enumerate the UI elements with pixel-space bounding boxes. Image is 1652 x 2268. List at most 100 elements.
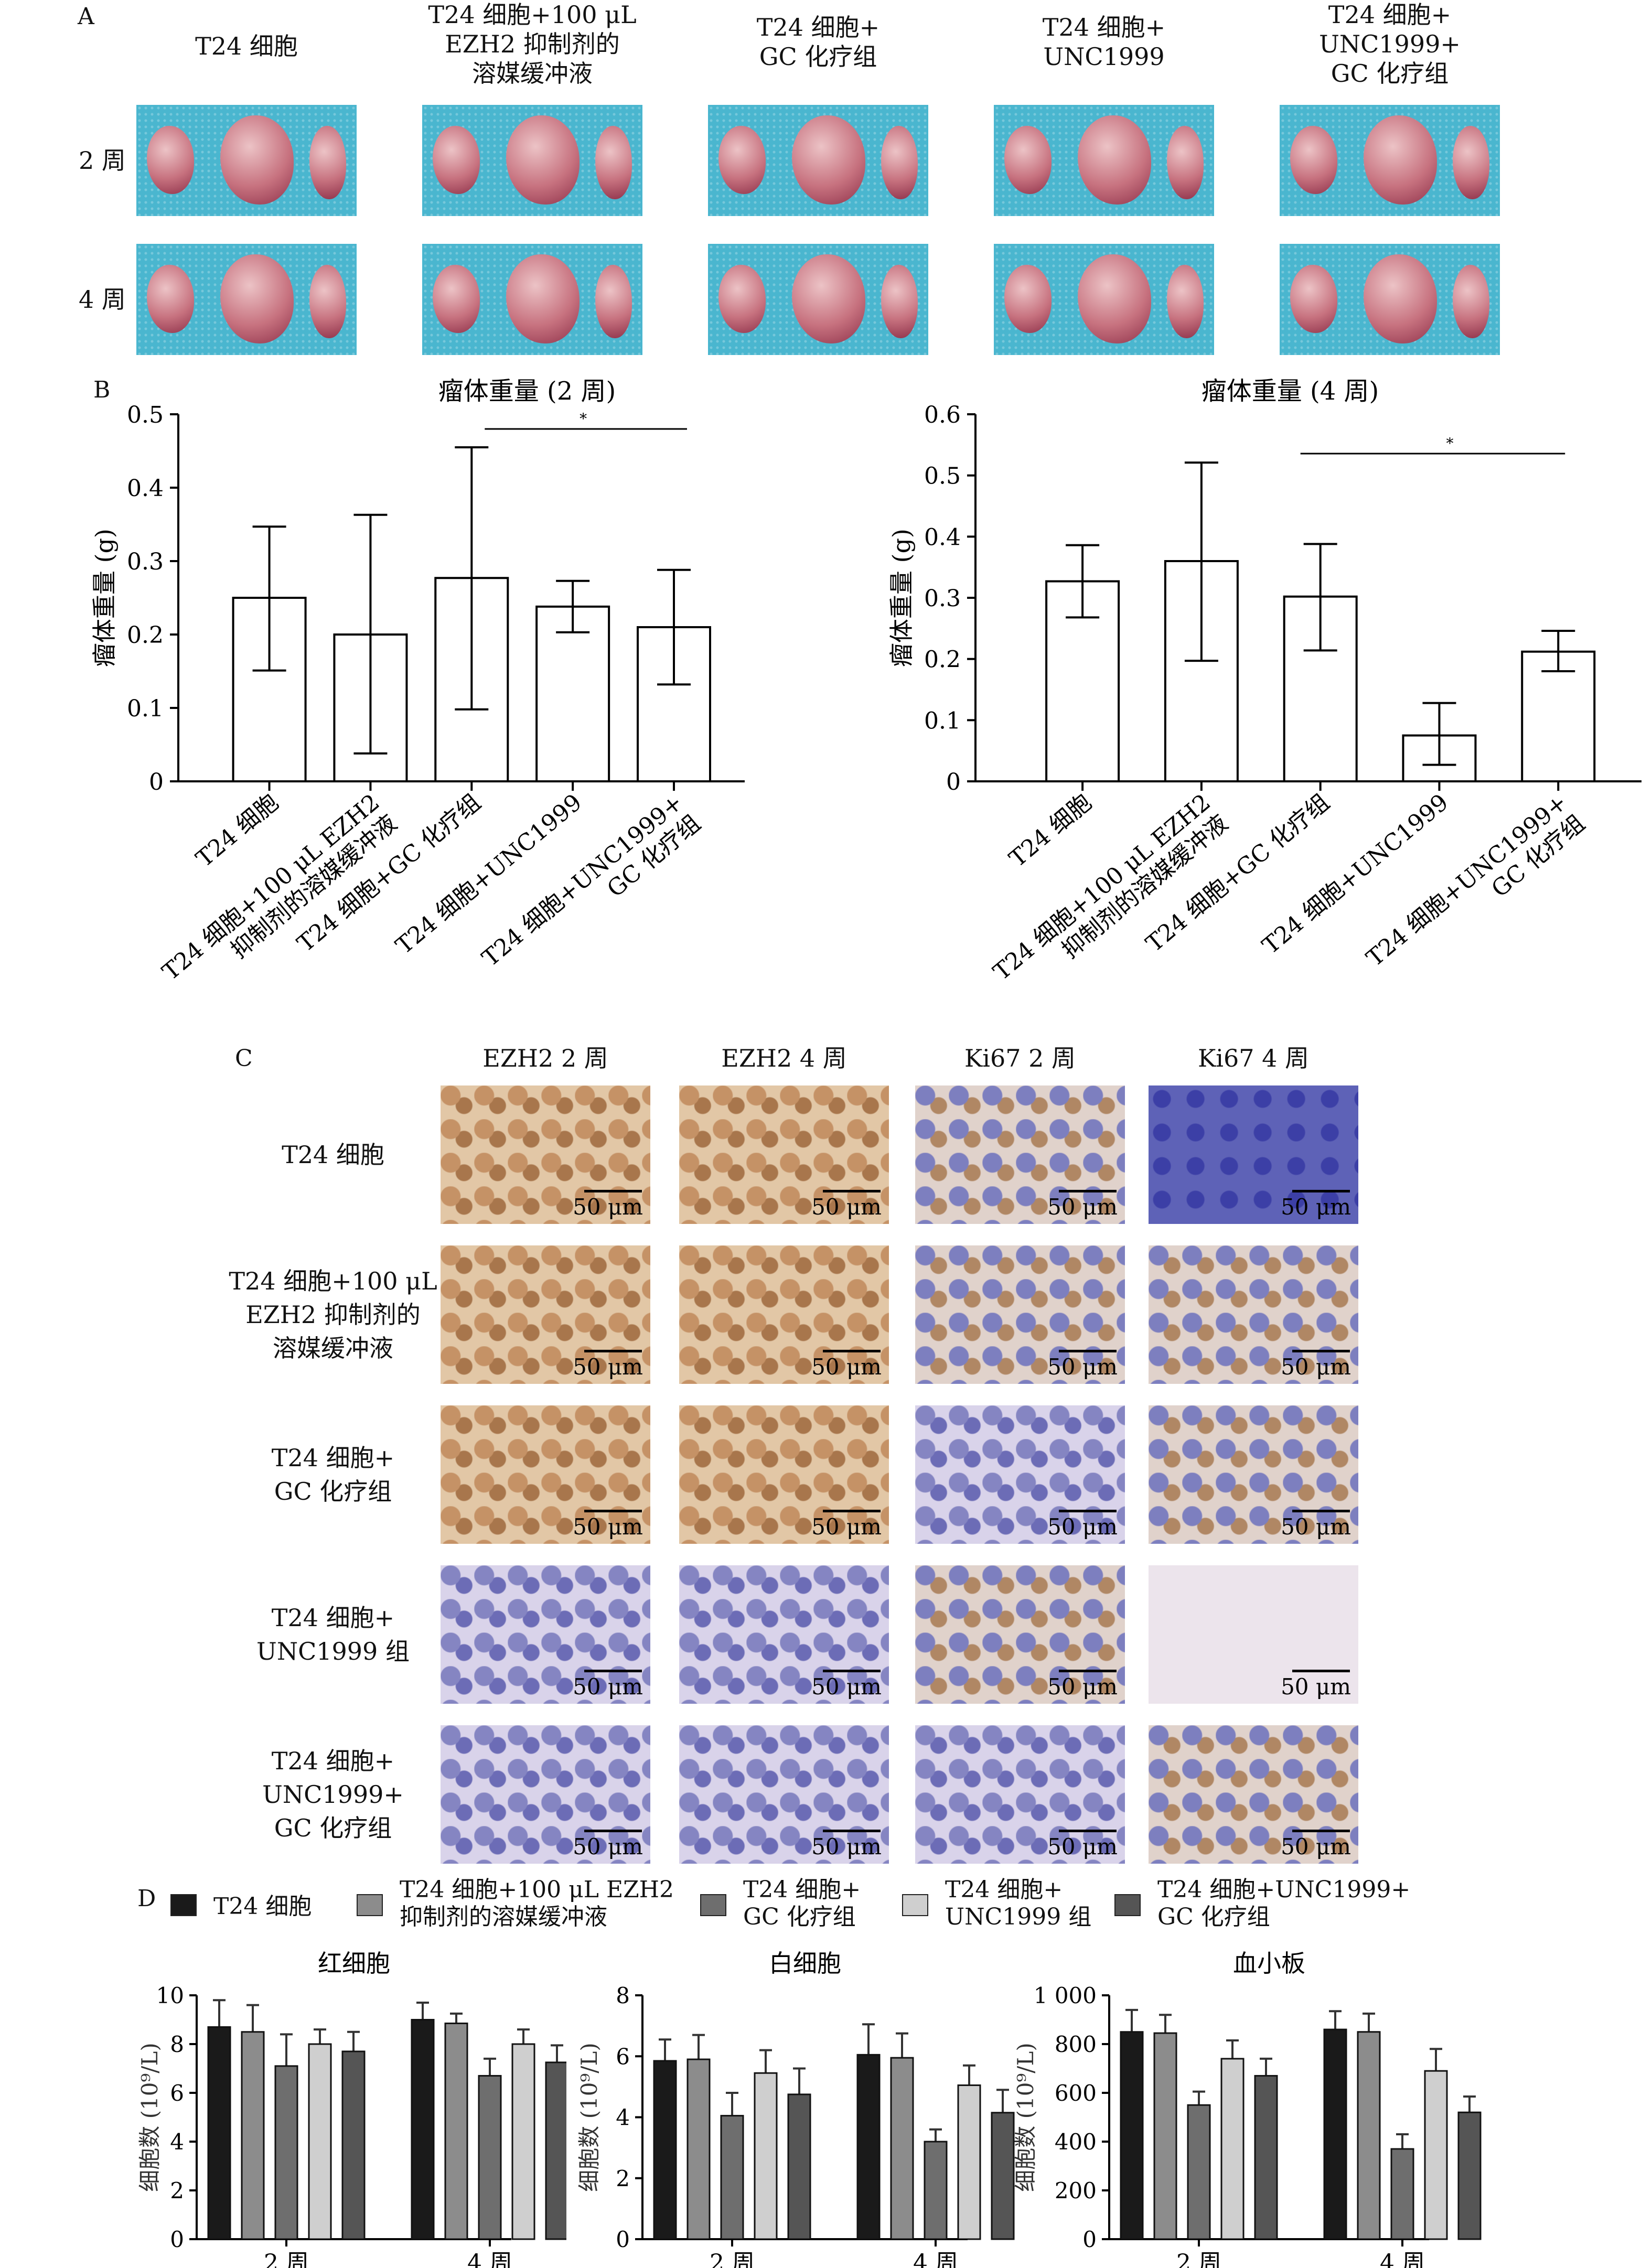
legend-swatch xyxy=(170,1894,197,1916)
ihc-micrograph: 50 μm xyxy=(915,1245,1125,1384)
y-axis-label: 细胞数 (10⁹/L) xyxy=(137,2043,163,2191)
bar xyxy=(754,2072,778,2240)
tumor-specimen xyxy=(1453,126,1489,199)
scale-bar-line xyxy=(1059,1830,1117,1832)
x-tick-label: 2 周 xyxy=(710,2250,755,2268)
scale-bar-label: 50 μm xyxy=(1281,1354,1351,1380)
scale-bar-line xyxy=(1292,1670,1350,1672)
bar xyxy=(1390,2148,1414,2240)
panel-a-header: T24 细胞+ UNC1999 xyxy=(1042,13,1166,71)
x-tick-label: T24 细胞 xyxy=(1004,789,1097,872)
y-axis-label: 瘤体重量 (g) xyxy=(887,529,916,667)
y-tick-label: 10 xyxy=(156,1983,184,2008)
ihc-micrograph: 50 μm xyxy=(915,1085,1125,1224)
tumor-specimen xyxy=(1078,115,1151,205)
ihc-micrograph: 50 μm xyxy=(441,1405,650,1544)
ihc-micrograph: 50 μm xyxy=(679,1245,889,1384)
panel-c-row-label: T24 细胞+100 μL EZH2 抑制剂的 溶媒缓冲液 xyxy=(229,1267,437,1362)
tumor-photo xyxy=(1280,244,1500,355)
y-axis-label: 细胞数 (10⁹/L) xyxy=(576,2043,602,2191)
y-tick-label: 0.6 xyxy=(924,402,961,428)
x-tick-label: T24 细胞+UNC1999 xyxy=(391,789,587,959)
scale-bar-label: 50 μm xyxy=(1281,1834,1351,1859)
scale-bar-line xyxy=(823,1350,881,1352)
bar xyxy=(478,2074,502,2240)
scale-bar-label: 50 μm xyxy=(1047,1354,1118,1380)
y-tick-label: 0.5 xyxy=(924,463,961,490)
tumor-specimen xyxy=(220,115,294,205)
y-tick-label: 0 xyxy=(946,769,961,796)
chart-title: 瘤体重量 (4 周) xyxy=(1202,377,1379,406)
bar xyxy=(686,2058,711,2240)
y-tick-label: 8 xyxy=(170,2031,184,2057)
bar xyxy=(274,2065,298,2240)
significance-star: * xyxy=(580,410,587,427)
tumor-specimen xyxy=(1167,265,1204,338)
panel-label-c: C xyxy=(235,1045,253,1072)
bar xyxy=(411,2019,435,2240)
scale-bar-label: 50 μm xyxy=(1281,1514,1351,1540)
y-tick-label: 0 xyxy=(1082,2227,1097,2252)
bar xyxy=(1254,2074,1278,2240)
tumor-specimen xyxy=(1004,126,1052,194)
y-tick-label: 600 xyxy=(1055,2080,1097,2106)
scale-bar-label: 50 μm xyxy=(573,1834,643,1859)
tumor-specimen xyxy=(792,115,865,205)
scale-bar-line xyxy=(1059,1510,1117,1512)
tumor-photo xyxy=(708,105,928,216)
legend-label: T24 细胞+ UNC1999 组 xyxy=(945,1876,1092,1930)
bar xyxy=(1187,2104,1211,2240)
ihc-micrograph: 50 μm xyxy=(679,1725,889,1864)
scale-bar-label: 50 μm xyxy=(1047,1514,1118,1540)
scale-bar-label: 50 μm xyxy=(573,1354,643,1380)
ihc-micrograph: 50 μm xyxy=(1149,1565,1358,1704)
scale-bar-label: 50 μm xyxy=(811,1514,882,1540)
bar xyxy=(241,2031,265,2240)
panel-a-header: T24 细胞 xyxy=(195,32,298,60)
x-tick-label: T24 细胞+UNC1999+GC 化疗组 xyxy=(1361,789,1590,993)
legend-label: T24 细胞+UNC1999+ GC 化疗组 xyxy=(1157,1876,1411,1930)
x-tick-label: 4 周 xyxy=(913,2250,958,2268)
y-tick-label: 0.1 xyxy=(924,707,961,734)
tumor-photo xyxy=(1280,105,1500,216)
x-tick-label: 4 周 xyxy=(1380,2250,1425,2268)
legend-label: T24 细胞+100 μL EZH2 抑制剂的溶媒缓冲液 xyxy=(400,1876,674,1930)
bar xyxy=(890,2057,914,2240)
bar xyxy=(720,2115,744,2240)
scale-bar-label: 50 μm xyxy=(573,1514,643,1540)
legend-label: T24 细胞+ GC 化疗组 xyxy=(743,1876,861,1930)
scale-bar-line xyxy=(584,1190,642,1192)
chart-title: 瘤体重量 (2 周) xyxy=(438,377,616,406)
panel-a-header: T24 细胞+ UNC1999+ GC 化疗组 xyxy=(1319,1,1461,88)
legend-swatch xyxy=(700,1894,726,1916)
legend-swatch xyxy=(357,1894,383,1916)
y-axis-label: 细胞数 (10⁹/L) xyxy=(1013,2043,1038,2191)
scale-bar-line xyxy=(1292,1510,1350,1512)
significance-star: * xyxy=(1446,435,1453,452)
ihc-micrograph: 50 μm xyxy=(441,1565,650,1704)
ihc-micrograph: 50 μm xyxy=(1149,1085,1358,1224)
panel-a-header: T24 细胞+ GC 化疗组 xyxy=(756,13,880,71)
chart-title: 红细胞 xyxy=(318,1949,390,1977)
panel-c-row-label: T24 细胞 xyxy=(282,1141,384,1169)
ihc-micrograph: 50 μm xyxy=(1149,1245,1358,1384)
tumor-specimen xyxy=(718,265,766,333)
x-tick-label: T24 细胞+UNC1999+GC 化疗组 xyxy=(477,789,706,993)
y-tick-label: 6 xyxy=(170,2080,184,2106)
tumor-specimen xyxy=(595,126,632,199)
scale-bar-label: 50 μm xyxy=(811,1354,882,1380)
tumor-specimen xyxy=(433,126,480,194)
y-tick-label: 800 xyxy=(1055,2031,1097,2057)
tumor-specimen xyxy=(147,265,194,333)
tumor-specimen xyxy=(433,265,480,333)
tumor-specimen xyxy=(309,265,346,338)
tumor-specimen xyxy=(1364,115,1437,205)
bar xyxy=(535,605,610,782)
bar xyxy=(545,2061,566,2240)
chart-title: 白细胞 xyxy=(769,1949,841,1977)
panel-label-d: D xyxy=(137,1885,156,1912)
bar xyxy=(1521,650,1596,783)
scale-bar-label: 50 μm xyxy=(1281,1674,1351,1700)
